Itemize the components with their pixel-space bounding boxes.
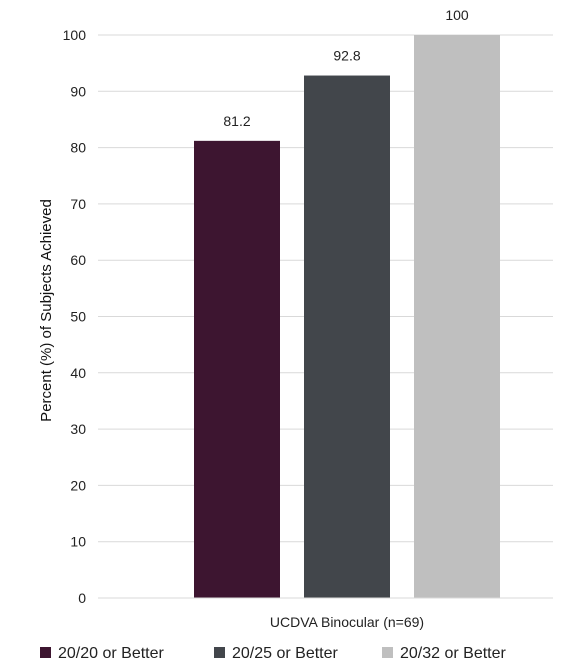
y-tick-label: 100: [63, 27, 87, 43]
y-tick-label: 0: [78, 590, 86, 606]
category-label: UCDVA Binocular (n=69): [270, 614, 424, 630]
data-labels: 81.2 92.8 100: [223, 7, 469, 129]
legend: 20/20 or Better 20/25 or Better 20/32 or B…: [40, 645, 507, 662]
bar-2: [304, 75, 390, 598]
y-tick-label: 40: [70, 365, 86, 381]
y-tick-label: 20: [70, 477, 86, 493]
y-axis-ticks: 0 10 20 30 40 50 60 70 80 90 100: [63, 27, 87, 606]
bars: [194, 35, 500, 598]
bar-1: [194, 140, 280, 598]
y-tick-label: 80: [70, 140, 86, 156]
legend-swatch-1: [40, 647, 51, 658]
y-tick-label: 70: [70, 196, 86, 212]
y-tick-label: 30: [70, 421, 86, 437]
y-tick-label: 50: [70, 309, 86, 325]
legend-swatch-3: [382, 647, 393, 658]
y-axis-title: Percent (%) of Subjects Achieved: [38, 199, 55, 422]
legend-label-1: 20/20 or Better: [58, 645, 165, 662]
legend-label-3: 20/32 or Better: [400, 645, 507, 662]
legend-label-2: 20/25 or Better: [232, 645, 339, 662]
legend-swatch-2: [214, 647, 225, 658]
bar-3: [414, 35, 500, 598]
data-label-3: 100: [445, 7, 469, 23]
y-tick-label: 10: [70, 534, 86, 550]
data-label-1: 81.2: [223, 113, 250, 129]
data-label-2: 92.8: [333, 48, 360, 64]
y-tick-label: 60: [70, 252, 86, 268]
y-tick-label: 90: [70, 83, 86, 99]
